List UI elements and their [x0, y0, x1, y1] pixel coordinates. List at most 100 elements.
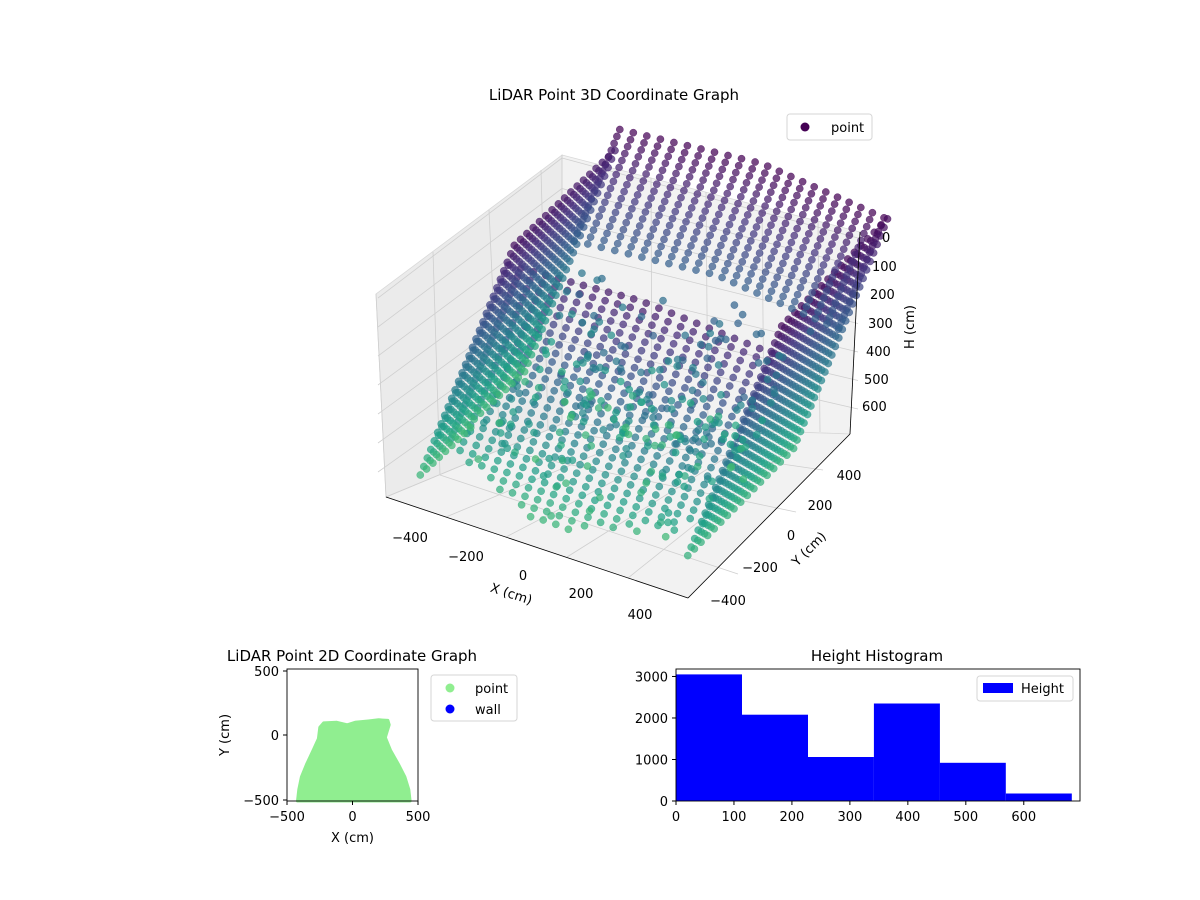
plot3d-data-point [727, 343, 735, 351]
plot3d-data-point [612, 445, 620, 454]
plot3d-data-point [656, 366, 664, 374]
plot3d-data-point [557, 441, 565, 450]
plot3d-data-point [648, 499, 657, 508]
plot3d-data-point [556, 303, 565, 312]
plot3d-data-point [660, 235, 668, 244]
plot3d-data-point [545, 432, 554, 441]
plot3d-data-point [547, 395, 555, 404]
plot3d-ytick-label: 0 [787, 529, 795, 544]
plot3d-data-point [529, 438, 538, 446]
plot3d-data-point [702, 402, 711, 411]
plot3d-data-point [737, 192, 745, 201]
plot3d-data-point [542, 441, 550, 450]
plot3d-data-point [583, 214, 592, 223]
plot3d-data-point [672, 370, 680, 379]
plot3d-gridline [377, 157, 563, 299]
plot3d-data-point [732, 168, 740, 177]
plot3d-ztick-label: 0 [882, 231, 890, 246]
plot3d-data-point [522, 455, 531, 463]
plot3d-data-point [562, 265, 571, 274]
plot3d-data-point [658, 472, 667, 481]
plot3d-data-point [744, 244, 752, 252]
plot3d-data-point [660, 197, 669, 206]
plot3d-data-point [828, 351, 836, 359]
plot3d-data-point [528, 475, 536, 484]
plot3d-data-point [597, 397, 605, 405]
plot3d-data-point [729, 278, 738, 287]
plot3d-data-point [793, 191, 801, 200]
plot3d-data-point [561, 377, 569, 386]
plot3d-data-point [763, 375, 772, 384]
plot3d-data-point [860, 229, 868, 238]
plot3d-data-point [712, 179, 721, 188]
plot3d-data-point [663, 228, 671, 237]
hist-legend-box [976, 675, 1074, 702]
plot3d-data-point [822, 287, 831, 295]
plot3d-data-point [708, 477, 716, 486]
plot3d-data-point [857, 203, 865, 212]
plot3d-data-point [465, 458, 474, 467]
plot3d-data-point [653, 452, 661, 460]
plot3d-data-point [682, 179, 691, 188]
plot3d-y-ticks: −400 −200 0 200 400 [710, 469, 861, 609]
plot3d-data-point [676, 231, 685, 240]
plot3d-data-point [634, 152, 643, 161]
plot3d-data-point [583, 354, 592, 362]
plot3d-data-point [601, 296, 609, 305]
plot3d-data-point [717, 241, 725, 250]
plot3d-data-point [683, 141, 692, 150]
plot3d-data-point [862, 266, 871, 274]
plot3d-data-point [811, 281, 819, 290]
plot3d-data-point [655, 211, 663, 220]
plot3d-data-point [584, 513, 592, 522]
plot3d-data-point [601, 198, 609, 207]
plot3d-gridline [375, 293, 387, 498]
plot3d-data-point [503, 468, 511, 477]
plot3d-data-point [688, 165, 697, 174]
plot3d-data-point [547, 461, 556, 470]
plot3d-data-point [651, 441, 659, 450]
plot3d-data-point [799, 243, 807, 252]
plot3d-data-point [611, 208, 620, 217]
plot3d-data-point [633, 229, 641, 237]
plot3d-data-point [623, 489, 631, 498]
plot3d-data-point [710, 148, 719, 156]
plot3d-data-point [767, 254, 776, 263]
plot3d-data-point [701, 207, 710, 215]
plot3d-data-point [668, 214, 677, 223]
plot3d-data-point [746, 204, 755, 212]
plot3d-data-point [562, 324, 570, 332]
plot2d-legend-label-wall: wall [475, 703, 501, 718]
plot3d-data-point [637, 146, 646, 154]
plot3d-data-point [772, 207, 781, 216]
plot3d-data-point [556, 473, 565, 482]
plot3d-data-point [656, 135, 665, 143]
hist-ytick-label: 1000 [635, 753, 668, 768]
plot3d-data-point [612, 515, 621, 523]
plot3d-data-point [770, 214, 778, 223]
plot3d-data-point [673, 478, 682, 486]
plot3d-data-point [758, 275, 767, 283]
plot3d-data-point [616, 232, 625, 241]
plot3d-data-point [758, 416, 766, 425]
plot3d-data-point [772, 371, 781, 380]
plot3d-data-point [680, 492, 689, 501]
plot3d-data-point [521, 377, 529, 386]
plot3d-data-point [706, 231, 715, 240]
hist-xtick-label: 500 [953, 810, 978, 825]
plot3d-data-point [571, 508, 580, 517]
plot3d-data-point [692, 319, 701, 328]
plot3d-data-point [562, 494, 571, 503]
plot3d-data-point [509, 408, 518, 416]
plot3d-xtick-label: 400 [628, 608, 653, 623]
plot3d-data-point [776, 458, 785, 466]
plot3d-data-point [633, 191, 642, 199]
plot3d-data-point [588, 293, 597, 302]
plot3d-data-point [748, 165, 757, 173]
plot3d-data-point [731, 431, 739, 440]
plot3d-data-point [528, 371, 537, 380]
plot3d-data-point [805, 295, 814, 304]
plot3d-data-point [714, 361, 723, 369]
plot3d-data-point [836, 219, 845, 227]
plot3d-data-point [741, 284, 750, 292]
